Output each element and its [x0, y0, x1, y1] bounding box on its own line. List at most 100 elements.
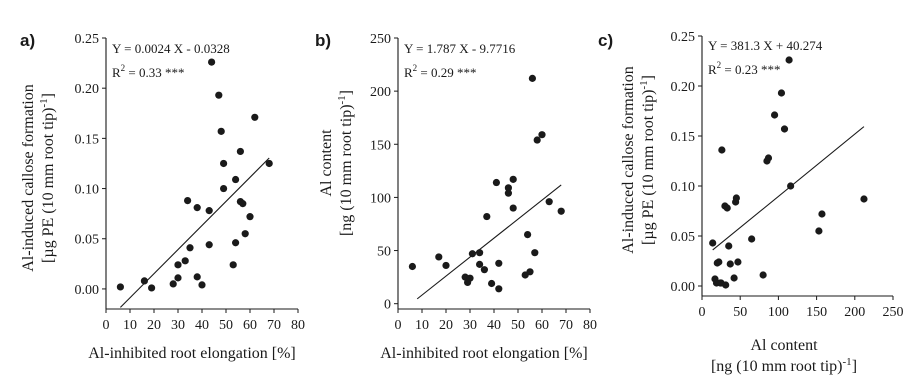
x-tick-label: 20: [439, 318, 453, 333]
panel-c-r2: R2 = 0.23 ***: [708, 60, 781, 77]
data-point: [718, 146, 726, 154]
data-point: [232, 239, 240, 247]
data-point: [492, 178, 500, 187]
data-point: [140, 277, 148, 285]
y-tick-label: 0.10: [75, 183, 100, 198]
x-tick-label: 50: [511, 318, 525, 333]
x-tick-label: 250: [883, 305, 904, 320]
data-point: [476, 249, 484, 257]
data-point: [265, 159, 273, 168]
x-tick-label: 70: [559, 318, 573, 333]
y-tick-label: 150: [370, 138, 391, 153]
panel-a-axes: 0 10 20 30 40 50 60 70 80 0.00 0.05 0.10 0.15 0.20 0.2…: [75, 32, 306, 333]
data-point: [533, 136, 541, 144]
data-point: [174, 274, 182, 282]
data-point: [538, 131, 546, 139]
data-point: [232, 175, 240, 184]
data-point: [483, 212, 491, 221]
data-point: [251, 113, 259, 121]
data-point: [759, 271, 767, 279]
x-tick-label: 200: [844, 305, 865, 320]
y-tick-label: 0.05: [75, 233, 100, 248]
data-point: [504, 184, 512, 192]
y-tick-label: 0.00: [671, 280, 696, 295]
data-point: [246, 213, 254, 221]
panel-b-r2: R2 = 0.29 ***: [404, 63, 477, 80]
x-tick-label: 40: [487, 318, 501, 333]
data-point: [229, 261, 237, 269]
data-point: [730, 274, 738, 282]
panel-c-axes: 0 50 100 150 200 250 0.00 0.05 0.10 0.15 0.20 0.25: [671, 30, 904, 320]
data-point: [764, 154, 773, 162]
panel-c-points: [709, 56, 868, 289]
data-point: [509, 175, 517, 183]
y-tick-label: 0.00: [75, 283, 100, 298]
panel-a-points: [116, 58, 273, 292]
data-point: [709, 239, 717, 247]
data-point: [726, 260, 734, 268]
panel-c-y-axis-label: Al-induced callose formation [µg PE (10 …: [620, 66, 657, 254]
data-point: [241, 230, 249, 238]
x-tick-label: 20: [147, 318, 161, 333]
data-point: [770, 111, 779, 119]
data-point: [545, 198, 553, 206]
data-point: [220, 184, 228, 193]
x-tick-label: 0: [103, 318, 110, 333]
panel-a: a) Al-induced callose formation [µg PE (…: [20, 31, 305, 362]
y-tick-label: 0.05: [671, 230, 696, 245]
data-point: [722, 281, 730, 289]
data-point: [435, 253, 443, 261]
x-tick-label: 80: [291, 318, 305, 333]
data-point: [466, 274, 474, 282]
panel-a-r2: R2 = 0.33 ***: [112, 63, 185, 80]
data-point: [715, 258, 723, 266]
panel-a-equation: Y = 0.0024 X - 0.0328: [112, 41, 230, 56]
panel-b-ylabel-line2: [ng (10 mm root tip)-1]: [336, 90, 355, 236]
y-tick-label: 0.25: [75, 32, 100, 47]
data-point: [169, 280, 177, 288]
data-point: [528, 74, 537, 82]
panel-b-letter: b): [315, 31, 331, 50]
x-tick-label: 0: [395, 318, 402, 333]
panel-b-points: [408, 74, 565, 293]
x-tick-label: 70: [267, 318, 281, 333]
x-tick-label: 50: [219, 318, 233, 333]
panel-a-ylabel-line1: Al-induced callose formation: [20, 84, 37, 272]
panel-b-y-axis-label: Al content [ng (10 mm root tip)-1]: [318, 90, 355, 236]
x-tick-label: 10: [415, 318, 429, 333]
data-point: [777, 89, 786, 97]
x-tick-label: 60: [243, 318, 257, 333]
y-tick-label: 0.20: [75, 82, 100, 97]
panel-a-letter: a): [20, 31, 35, 50]
data-point: [860, 195, 868, 203]
data-point: [509, 204, 517, 212]
data-point: [723, 204, 731, 212]
panel-c-plot: 0 50 100 150 200 250 0.00 0.05 0.10 0.15 0.20 0.25: [671, 30, 904, 320]
data-point: [524, 231, 532, 239]
y-tick-label: 50: [377, 245, 391, 260]
x-tick-label: 0: [699, 305, 706, 320]
data-point: [468, 250, 476, 258]
panel-a-y-axis-label: Al-induced callose formation [µg PE (10 …: [20, 84, 57, 272]
data-point: [557, 207, 565, 215]
panel-b-axes: 0 10 20 30 40 50 60 70 80 0 50 100 150 200 250: [370, 32, 597, 333]
data-point: [186, 244, 194, 252]
panel-a-xlabel: Al-inhibited root elongation [%]: [88, 345, 296, 362]
panel-a-ylabel-line2: [µg PE (10 mm root tip)-1]: [38, 93, 57, 263]
x-tick-label: 10: [123, 318, 137, 333]
data-point: [531, 249, 539, 257]
x-tick-label: 50: [733, 305, 747, 320]
data-point: [236, 147, 244, 156]
panel-c-xlabel: Al content: [750, 337, 818, 354]
y-tick-label: 0: [384, 298, 391, 313]
panel-c-xlabel-line2: [ng (10 mm root tip)-1]: [711, 356, 857, 375]
data-point: [815, 227, 823, 235]
data-point: [495, 259, 503, 267]
data-point: [748, 235, 756, 243]
data-point: [205, 241, 213, 249]
data-point: [732, 194, 740, 202]
panel-c-ylabel-line1: Al-induced callose formation: [620, 66, 637, 254]
data-point: [785, 56, 793, 64]
